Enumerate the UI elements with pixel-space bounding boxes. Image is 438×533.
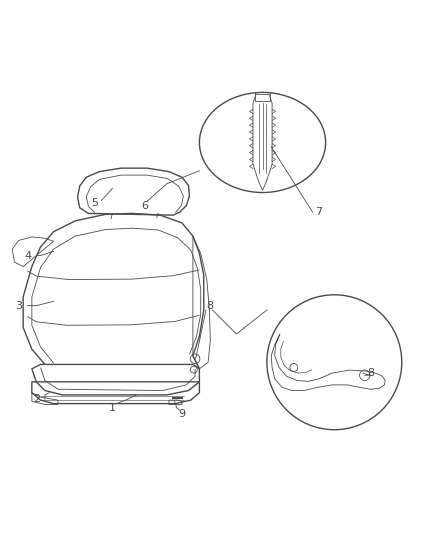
Text: 6: 6 (141, 200, 148, 211)
Text: 5: 5 (92, 198, 99, 208)
Text: 7: 7 (315, 207, 322, 217)
Text: 9: 9 (178, 409, 186, 419)
Text: 4: 4 (24, 251, 31, 261)
Text: 2: 2 (33, 394, 40, 404)
Text: 1: 1 (109, 403, 116, 413)
Text: 3: 3 (15, 301, 22, 311)
Text: 8: 8 (207, 301, 214, 311)
Text: 8: 8 (367, 368, 374, 378)
